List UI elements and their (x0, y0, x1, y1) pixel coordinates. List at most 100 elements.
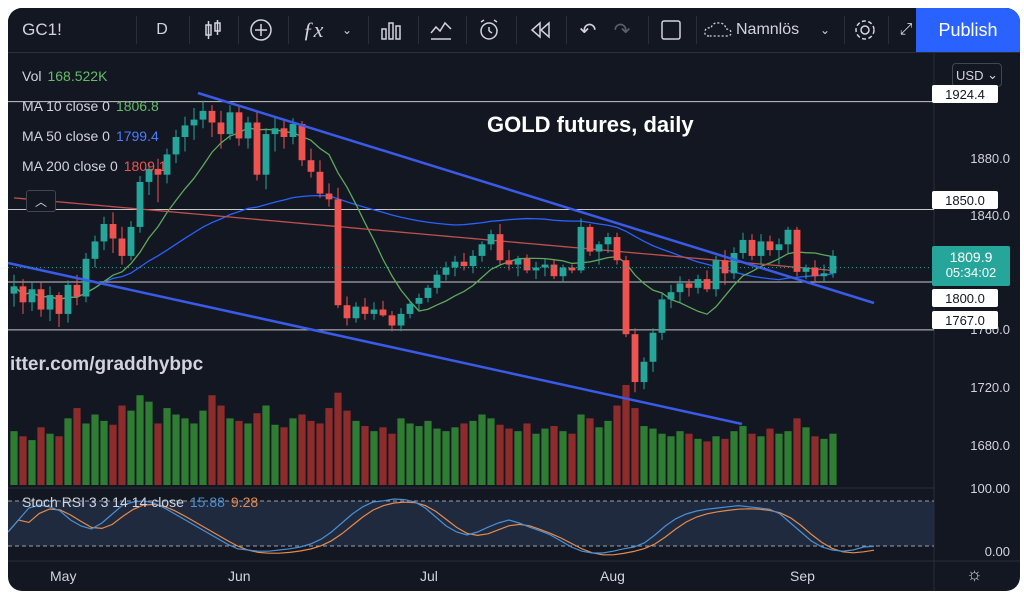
candle-body (379, 309, 387, 316)
volume-bar (136, 395, 144, 485)
chevron-down-icon[interactable]: ⌄ (819, 23, 831, 37)
candle-body (19, 286, 27, 303)
volume-bar (19, 436, 27, 485)
volume-bar (172, 414, 180, 485)
volume-bar (100, 420, 108, 485)
symbol-search[interactable]: GC1! (22, 20, 62, 39)
candle-body (406, 303, 414, 314)
chart-type-icon[interactable] (426, 8, 456, 52)
volume-bar (757, 436, 765, 485)
candle-body (478, 244, 486, 256)
alert-icon[interactable] (474, 8, 504, 52)
candle-body (586, 226, 594, 252)
rsi-axis-bottom: 0.00 (984, 544, 1010, 559)
volume-bar (730, 431, 738, 485)
layout-name[interactable]: Namnlös (736, 21, 800, 38)
volume-bar (649, 428, 657, 485)
interval-selector[interactable]: D (156, 21, 168, 38)
volume-bar (91, 414, 99, 485)
candle-body (595, 244, 603, 252)
publish-button[interactable]: Publish (916, 8, 1020, 52)
candle-body (784, 229, 792, 245)
volume-bar (370, 431, 378, 485)
candle-body (217, 122, 225, 135)
candle-body (550, 264, 558, 277)
redo-icon[interactable]: ↷ (613, 19, 631, 42)
collapse-legend-button[interactable]: ︿ (26, 190, 56, 212)
volume-bar (397, 418, 405, 485)
candle-body (748, 239, 756, 256)
candle-body (127, 226, 135, 256)
settings-icon[interactable] (850, 8, 880, 52)
volume-bar (244, 423, 252, 485)
candle-body (712, 260, 720, 290)
candle-body (442, 267, 450, 275)
volume-bar (577, 414, 585, 485)
price-label: 1880.0 (970, 151, 1010, 166)
indicators-icon[interactable]: ƒx (302, 17, 324, 42)
volume-bar (568, 433, 576, 485)
candle-body (262, 134, 270, 175)
volume-bar (496, 424, 504, 485)
stoch-rsi-k-line (8, 498, 875, 554)
month-label: Jul (420, 568, 438, 584)
volume-legend: Vol 168.522K (22, 68, 108, 84)
volume-bar (262, 405, 270, 485)
fullscreen-icon[interactable] (656, 8, 686, 52)
volume-bar (532, 433, 540, 485)
candle-body (694, 279, 702, 288)
volume-bar (514, 431, 522, 485)
volume-bar (253, 413, 261, 485)
price-chart[interactable] (8, 53, 1020, 591)
volume-bar (190, 423, 198, 485)
stoch-rsi-d-line (8, 501, 875, 556)
expand-icon[interactable]: ⤢ (899, 21, 913, 38)
candle-body (343, 305, 351, 319)
candle-body (685, 283, 693, 288)
candle-body (10, 286, 18, 294)
candle-body (298, 123, 306, 161)
volume-bar (829, 433, 837, 485)
undo-icon[interactable]: ↶ (579, 19, 597, 42)
volume-bar (523, 423, 531, 485)
level-box-1850: 1850.0 (932, 191, 998, 209)
candle-body (757, 241, 765, 256)
lower-trendline (8, 261, 743, 426)
theme-icon[interactable]: ☼ (966, 564, 983, 584)
candle-body (766, 241, 774, 251)
replay-icon[interactable] (526, 8, 556, 52)
candle-body (181, 125, 189, 137)
volume-bar (820, 438, 828, 485)
volume-bar (127, 410, 135, 485)
volume-bar (388, 433, 396, 485)
add-symbol-icon[interactable] (246, 8, 276, 52)
compare-icon[interactable] (376, 8, 406, 52)
volume-bar (415, 426, 423, 485)
candle-body (514, 258, 522, 265)
candle-body (793, 229, 801, 272)
volume-bar (487, 418, 495, 485)
candle-body (721, 260, 729, 274)
ma10-legend: MA 10 close 0 1806.8 (22, 98, 159, 114)
candle-body (667, 292, 675, 300)
volume-bar (748, 433, 756, 485)
volume-bar (10, 431, 18, 485)
chart-title: GOLD futures, daily (487, 112, 694, 137)
candle-body (208, 110, 216, 123)
candle-body (352, 306, 360, 319)
templates-icon[interactable]: ⌄ (341, 23, 353, 37)
volume-bar (217, 405, 225, 485)
volume-bar (766, 428, 774, 485)
candle-body (82, 258, 90, 297)
candle-body (658, 299, 666, 333)
candle-body (559, 267, 567, 277)
candles-icon[interactable] (198, 8, 228, 52)
currency-selector[interactable]: USD ⌄ (952, 63, 1002, 87)
volume-bar (811, 436, 819, 485)
volume-bar (793, 418, 801, 485)
rsi-axis-top: 100.00 (970, 481, 1010, 496)
candle-body (469, 255, 477, 267)
stoch-rsi-legend: Stoch RSI 3 3 14 14 close 15.88 9.28 (22, 494, 259, 510)
candle-body (64, 284, 72, 314)
volume-bar (694, 438, 702, 485)
